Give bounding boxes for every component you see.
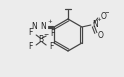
Text: O: O	[100, 12, 106, 21]
Text: F: F	[28, 42, 32, 51]
Text: O: O	[97, 31, 103, 40]
Text: N: N	[40, 22, 46, 31]
Text: +: +	[48, 18, 52, 23]
Text: F: F	[50, 29, 55, 38]
Text: N: N	[31, 22, 37, 31]
Text: F: F	[28, 28, 32, 37]
Text: B: B	[39, 35, 44, 44]
Text: +: +	[96, 17, 101, 22]
Text: −: −	[105, 9, 109, 14]
Text: N: N	[92, 20, 98, 29]
Text: −: −	[44, 31, 49, 36]
Text: F: F	[49, 42, 54, 51]
